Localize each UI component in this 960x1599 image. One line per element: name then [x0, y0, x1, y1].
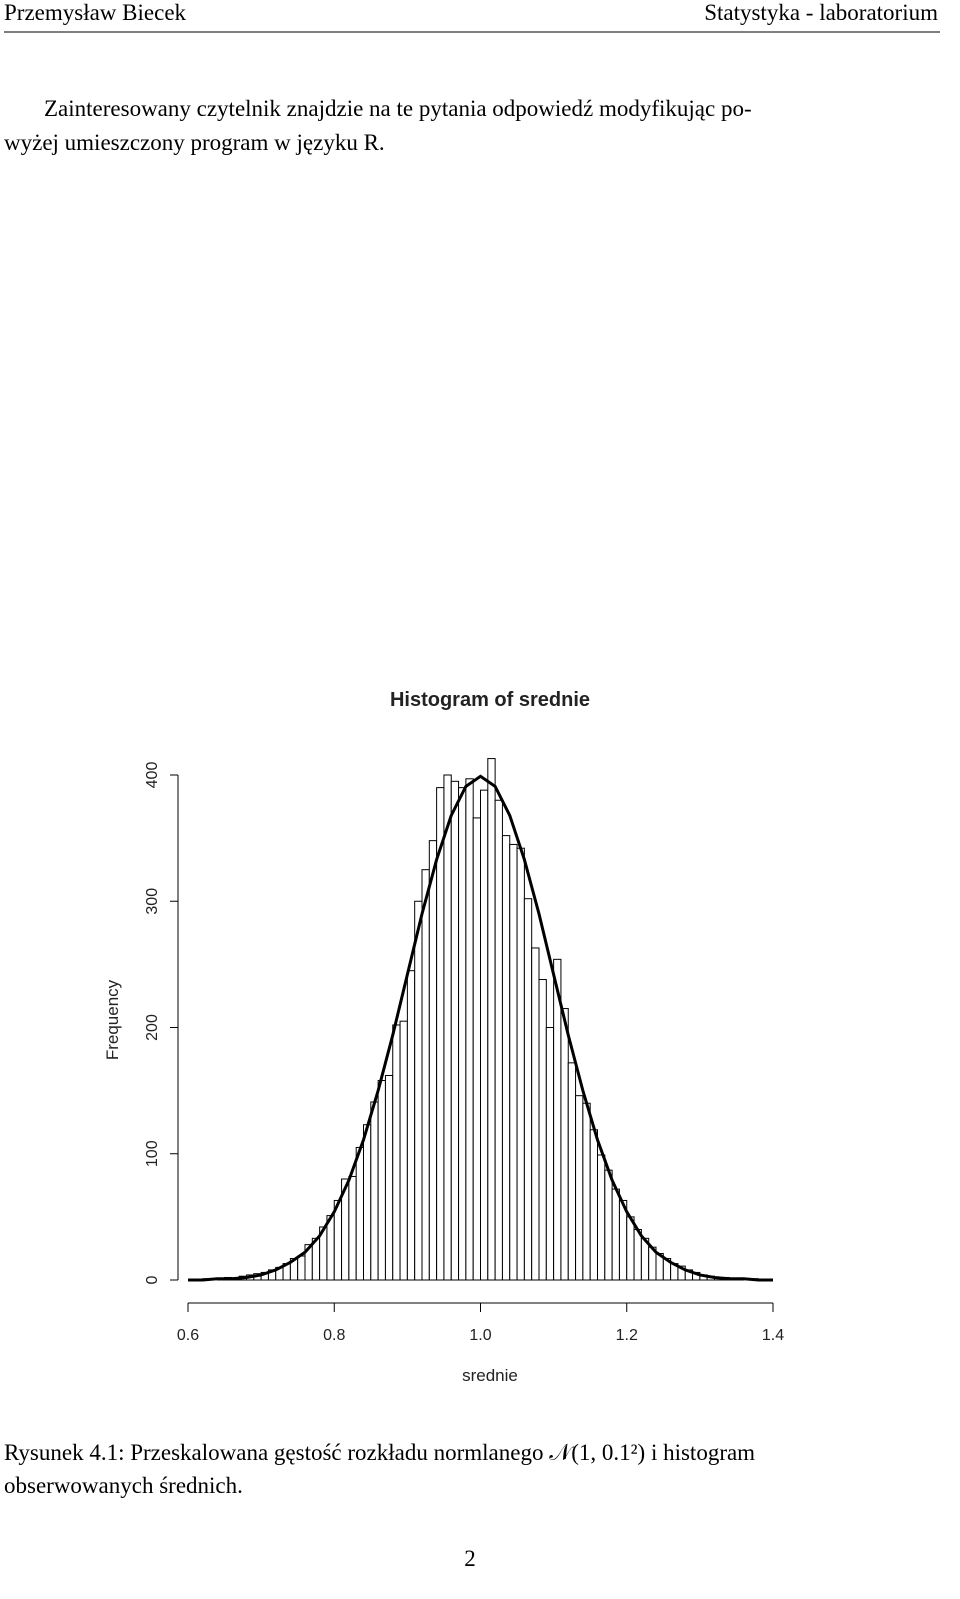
paragraph-line: Zainteresowany czytelnik znajdzie na te …: [44, 96, 752, 121]
histogram-bar: [348, 1175, 357, 1281]
histogram-bar: [384, 1074, 394, 1281]
histogram-bar: [494, 799, 503, 1281]
histogram-bar: [516, 847, 525, 1281]
y-axis-label: Frequency: [103, 979, 122, 1060]
histogram-bar: [626, 1216, 635, 1281]
histogram-bar: [553, 958, 562, 1281]
histogram-bar: [370, 1101, 379, 1281]
histogram-bar: [538, 979, 547, 1281]
page-number: 2: [464, 1546, 476, 1571]
histogram-bar: [421, 869, 430, 1281]
histogram-bar: [377, 1080, 386, 1281]
x-tick-label: 1.2: [616, 1327, 638, 1344]
histogram-bar: [523, 898, 533, 1281]
paragraph-line: wyżej umieszczony program w języku R.: [4, 130, 385, 155]
histogram-bar: [363, 1124, 372, 1281]
header-title: Statystyka - laboratorium: [704, 0, 938, 25]
histogram-bar: [326, 1215, 335, 1281]
y-tick-label: 0: [144, 1275, 161, 1284]
y-tick-label: 100: [144, 1140, 161, 1167]
histogram-bar: [465, 778, 474, 1281]
histogram-bar: [633, 1229, 642, 1281]
histogram-bar: [487, 758, 496, 1281]
histogram-bar: [443, 774, 452, 1281]
caption-line: Rysunek 4.1: Przeskalowana gęstość rozkł…: [4, 1440, 755, 1465]
histogram-bar: [450, 780, 460, 1281]
histogram-bar: [560, 1008, 569, 1281]
histogram-bar: [436, 787, 445, 1281]
histogram-bar: [406, 970, 416, 1281]
x-tick-label: 0.6: [177, 1327, 199, 1344]
histogram-bar: [458, 787, 467, 1281]
histogram-bar: [582, 1102, 591, 1281]
histogram-bar: [472, 817, 481, 1281]
histogram-bar: [480, 789, 489, 1281]
header-author: Przemysław Biecek: [4, 0, 187, 25]
histogram-bar: [399, 1020, 408, 1281]
histogram-bar: [597, 1154, 606, 1281]
histogram-bar: [414, 900, 423, 1281]
histogram-bar: [604, 1169, 613, 1281]
histogram-bar: [531, 947, 540, 1281]
histogram-bar: [611, 1188, 620, 1281]
histogram-bar: [297, 1255, 306, 1281]
y-tick-label: 400: [144, 762, 161, 789]
histogram-bar: [392, 1024, 401, 1281]
histogram-bar: [567, 1062, 577, 1281]
histogram-bar: [355, 1146, 364, 1281]
x-tick-label: 1.0: [469, 1327, 491, 1344]
chart-title: Histogram of srednie: [390, 689, 590, 711]
histogram-bar: [509, 843, 518, 1281]
y-tick-label: 300: [144, 888, 161, 915]
histogram-bar: [428, 840, 438, 1281]
density-curve: [188, 774, 773, 1282]
histogram-bar: [589, 1129, 598, 1281]
x-tick-label: 0.8: [323, 1327, 345, 1344]
caption-line: obserwowanych średnich.: [4, 1473, 243, 1498]
x-tick-label: 1.4: [762, 1327, 784, 1344]
histogram-bar: [545, 1027, 555, 1281]
y-tick-label: 200: [144, 1014, 161, 1041]
histogram-bar: [501, 835, 511, 1281]
histogram-bar: [575, 1095, 584, 1281]
x-axis-label: srednie: [462, 1366, 518, 1385]
